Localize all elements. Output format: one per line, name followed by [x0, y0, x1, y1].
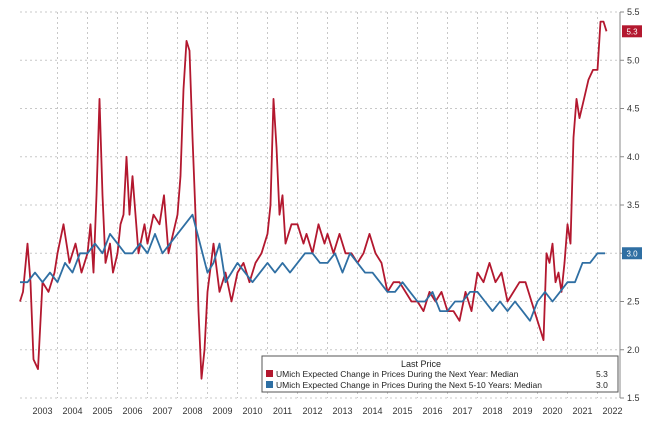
legend: Last Price UMich Expected Change in Pric… — [261, 355, 619, 393]
y-tick-label: 5.0 — [627, 55, 640, 65]
legend-swatch-series-1 — [266, 370, 273, 377]
y-tick-label: 4.5 — [627, 104, 640, 114]
x-tick-label: 2017 — [452, 406, 472, 416]
legend-value-series-2: 3.0 — [596, 380, 608, 390]
x-tick-label: 2004 — [62, 406, 82, 416]
last-value-badge-1 — [622, 25, 642, 38]
y-tick-label: 5.5 — [627, 7, 640, 17]
x-tick-label: 2022 — [602, 406, 622, 416]
series-lines — [19, 20, 608, 380]
x-tick-label: 2003 — [32, 406, 52, 416]
x-tick-label: 2019 — [512, 406, 532, 416]
x-tick-label: 2011 — [273, 406, 292, 416]
x-axis-ticks: 2003 2004 2005 2006 2007 2008 2009 2010 2011 2012… — [32, 406, 622, 416]
x-tick-label: 2015 — [392, 406, 412, 416]
x-tick-label: 2008 — [182, 406, 202, 416]
grid — [20, 11, 620, 399]
x-tick-label: 2018 — [482, 406, 502, 416]
legend-label-series-1: UMich Expected Change in Prices During t… — [276, 369, 519, 379]
x-tick-label: 2010 — [242, 406, 262, 416]
legend-value-series-1: 5.3 — [596, 369, 608, 379]
x-tick-label: 2012 — [302, 406, 322, 416]
y-tick-label: 4.0 — [627, 152, 640, 162]
legend-box — [261, 355, 619, 393]
series-line-2 — [20, 213, 605, 322]
last-value-badge-text-2: 3.0 — [626, 249, 638, 258]
x-tick-label: 2020 — [542, 406, 562, 416]
y-tick-label: 2.0 — [627, 345, 640, 355]
legend-label-series-2: UMich Expected Change in Prices During t… — [276, 380, 542, 390]
x-tick-label: 2006 — [122, 406, 142, 416]
last-value-badge-text-1: 5.3 — [626, 27, 638, 36]
last-value-badges: 5.3 3.0 — [622, 25, 642, 260]
last-value-badge-2 — [622, 247, 642, 260]
legend-swatch-series-2 — [266, 381, 273, 388]
y-tick-label: 1.5 — [627, 393, 640, 403]
series-line-1 — [19, 20, 608, 380]
x-tick-label: 2005 — [92, 406, 112, 416]
y-tick-label: 3.5 — [627, 200, 640, 210]
x-tick-label: 2021 — [572, 406, 592, 416]
x-tick-label: 2009 — [212, 406, 232, 416]
x-tick-label: 2007 — [152, 406, 172, 416]
x-tick-label: 2016 — [422, 406, 442, 416]
y-tick-label: 2.5 — [627, 297, 640, 307]
legend-title: Last Price — [401, 359, 441, 369]
x-tick-label: 2014 — [362, 406, 382, 416]
x-tick-label: 2013 — [332, 406, 352, 416]
